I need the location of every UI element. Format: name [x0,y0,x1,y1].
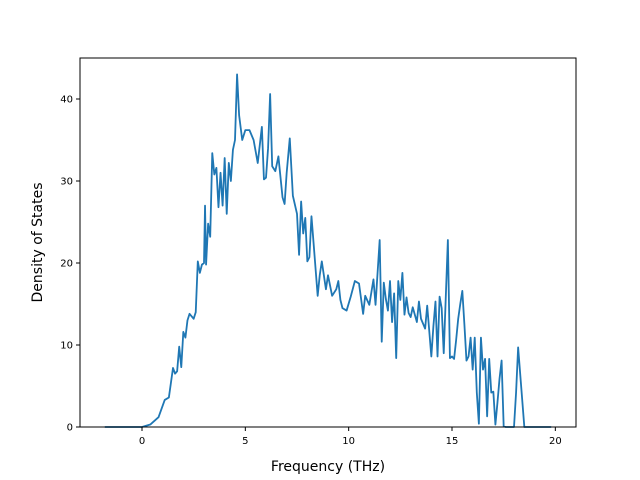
plot-frame [79,57,577,428]
x-tick-label: 5 [242,436,248,447]
x-tick-label: 20 [549,436,562,447]
x-tick-label: 10 [342,436,355,447]
y-tick-label: 0 [67,423,73,434]
plot-background [80,58,576,427]
y-tick-label: 30 [60,177,73,188]
series-marks [104,73,552,428]
x-axis-label: Frequency (THz) [271,459,385,475]
x-tick-label: 0 [139,436,145,447]
y-axis-ticks: 0 10 20 30 40 [60,95,80,434]
x-tick-label: 15 [446,436,459,447]
x-axis-ticks: 0 5 10 15 20 [139,427,562,447]
y-axis-label: Density of States [30,183,46,303]
y-tick-label: 20 [60,259,73,270]
y-tick-label: 40 [60,95,73,106]
y-tick-label: 10 [60,341,73,352]
series-line-0 [104,73,552,428]
